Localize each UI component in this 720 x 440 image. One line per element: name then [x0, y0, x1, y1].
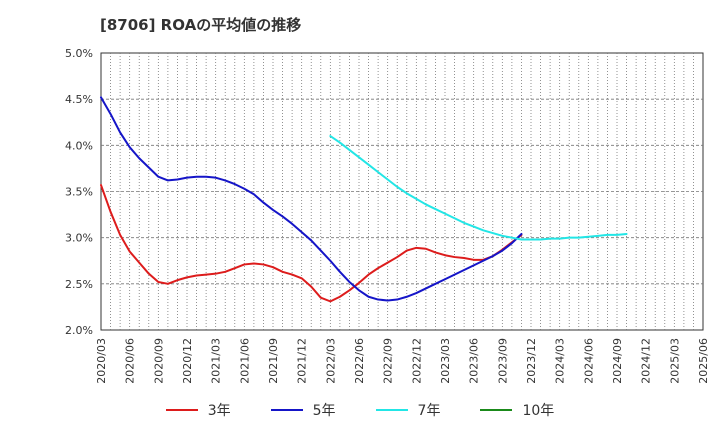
x-tick-label: 2022/09: [382, 338, 395, 384]
x-tick-label: 2025/06: [697, 338, 710, 384]
chart-title: [8706] ROAの平均値の推移: [100, 16, 302, 34]
x-tick-label: 2022/06: [353, 338, 366, 384]
y-tick-label: 3.0%: [65, 232, 93, 245]
x-tick-label: 2020/12: [181, 338, 194, 384]
x-tick-label: 2024/12: [640, 338, 653, 384]
x-tick-label: 2024/03: [554, 338, 567, 384]
x-tick-label: 2020/09: [152, 338, 165, 384]
x-tick-label: 2025/03: [668, 338, 681, 384]
legend-swatch-7y: [375, 409, 408, 411]
y-tick-label: 2.5%: [65, 278, 93, 291]
legend-swatch-3y: [165, 409, 198, 411]
series-line-0: [100, 184, 523, 303]
legend-item-10y: 10年: [480, 400, 554, 420]
legend-label-7y: 7年: [417, 403, 441, 419]
x-tick-label: 2021/06: [238, 338, 251, 384]
x-tick-label: 2023/09: [496, 338, 509, 384]
y-tick-label: 4.5%: [65, 93, 93, 106]
x-tick-label: 2023/06: [468, 338, 481, 384]
legend-swatch-5y: [270, 409, 303, 411]
legend-swatch-10y: [480, 409, 513, 411]
legend-item-3y: 3年: [165, 400, 231, 420]
legend-item-5y: 5年: [270, 400, 336, 420]
x-tick-label: 2024/06: [582, 338, 595, 384]
series-line-1: [100, 96, 523, 302]
x-tick-label: 2022/03: [324, 338, 337, 384]
x-tick-label: 2021/12: [296, 338, 309, 384]
legend-label-10y: 10年: [522, 403, 555, 419]
legend-label-5y: 5年: [312, 403, 336, 419]
x-tick-label: 2020/03: [95, 338, 108, 384]
y-tick-label: 5.0%: [65, 47, 93, 60]
x-tick-label: 2023/12: [525, 338, 538, 384]
x-tick-label: 2024/09: [611, 338, 624, 384]
x-tick-label: 2022/12: [410, 338, 423, 384]
x-tick-label: 2023/03: [439, 338, 452, 384]
chart-canvas: 5.0% 4.5% 4.0% 3.5% 3.0% 2.5% 2.0%2020/03 2020/…: [65, 47, 710, 384]
x-tick-label: 2021/09: [267, 338, 280, 384]
x-tick-label: 2021/03: [210, 338, 223, 384]
x-tick-label: 2020/06: [124, 338, 137, 384]
legend-item-7y: 7年: [375, 400, 441, 420]
legend: 3年 5年 7年 10年: [0, 400, 720, 420]
y-tick-label: 4.0%: [65, 139, 93, 152]
y-tick-label: 2.0%: [65, 324, 93, 337]
legend-label-3y: 3年: [207, 403, 231, 419]
series-line-2: [329, 135, 628, 241]
y-tick-label: 3.5%: [65, 186, 93, 199]
